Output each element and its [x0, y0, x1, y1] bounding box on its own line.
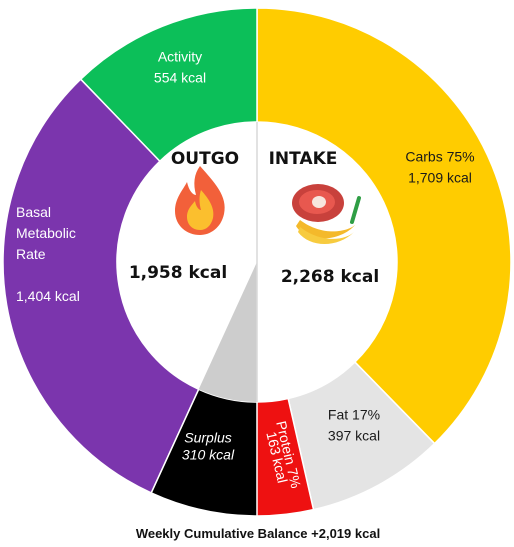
surplus-wedge	[198, 262, 257, 402]
label-bmr-line: 1,404 kcal	[16, 288, 80, 304]
ring-segments	[2, 7, 512, 517]
intake-total: 2,268 kcal	[281, 267, 379, 287]
weekly-balance-footer: Weekly Cumulative Balance +2,019 kcal	[136, 526, 380, 541]
food-icon	[292, 184, 361, 244]
label-bmr: Basal Metabolic Rate 1,404 kcal	[16, 204, 80, 304]
label-fat: Fat 17% 397 kcal	[328, 407, 380, 444]
flame-icon	[175, 166, 225, 235]
label-carbs-line: Carbs 75%	[405, 149, 474, 165]
label-activity-line: Activity	[158, 49, 202, 65]
intake-title: INTAKE	[269, 149, 338, 169]
label-fat-line: 397 kcal	[328, 428, 380, 444]
label-carbs-line: 1,709 kcal	[408, 170, 472, 186]
label-surplus: Surplus 310 kcal	[182, 430, 235, 463]
label-surplus-line: 310 kcal	[182, 447, 235, 463]
label-activity-line: 554 kcal	[154, 70, 206, 86]
label-bmr-line: Metabolic	[16, 225, 76, 241]
label-bmr-line: Basal	[16, 204, 51, 220]
label-activity: Activity 554 kcal	[154, 49, 206, 86]
label-fat-line: Fat 17%	[328, 407, 380, 423]
outgo-title: OUTGO	[171, 149, 239, 169]
label-surplus-line: Surplus	[184, 430, 231, 446]
label-bmr-line: Rate	[16, 246, 46, 262]
outgo-total: 1,958 kcal	[129, 263, 227, 283]
label-carbs: Carbs 75% 1,709 kcal	[405, 149, 474, 186]
